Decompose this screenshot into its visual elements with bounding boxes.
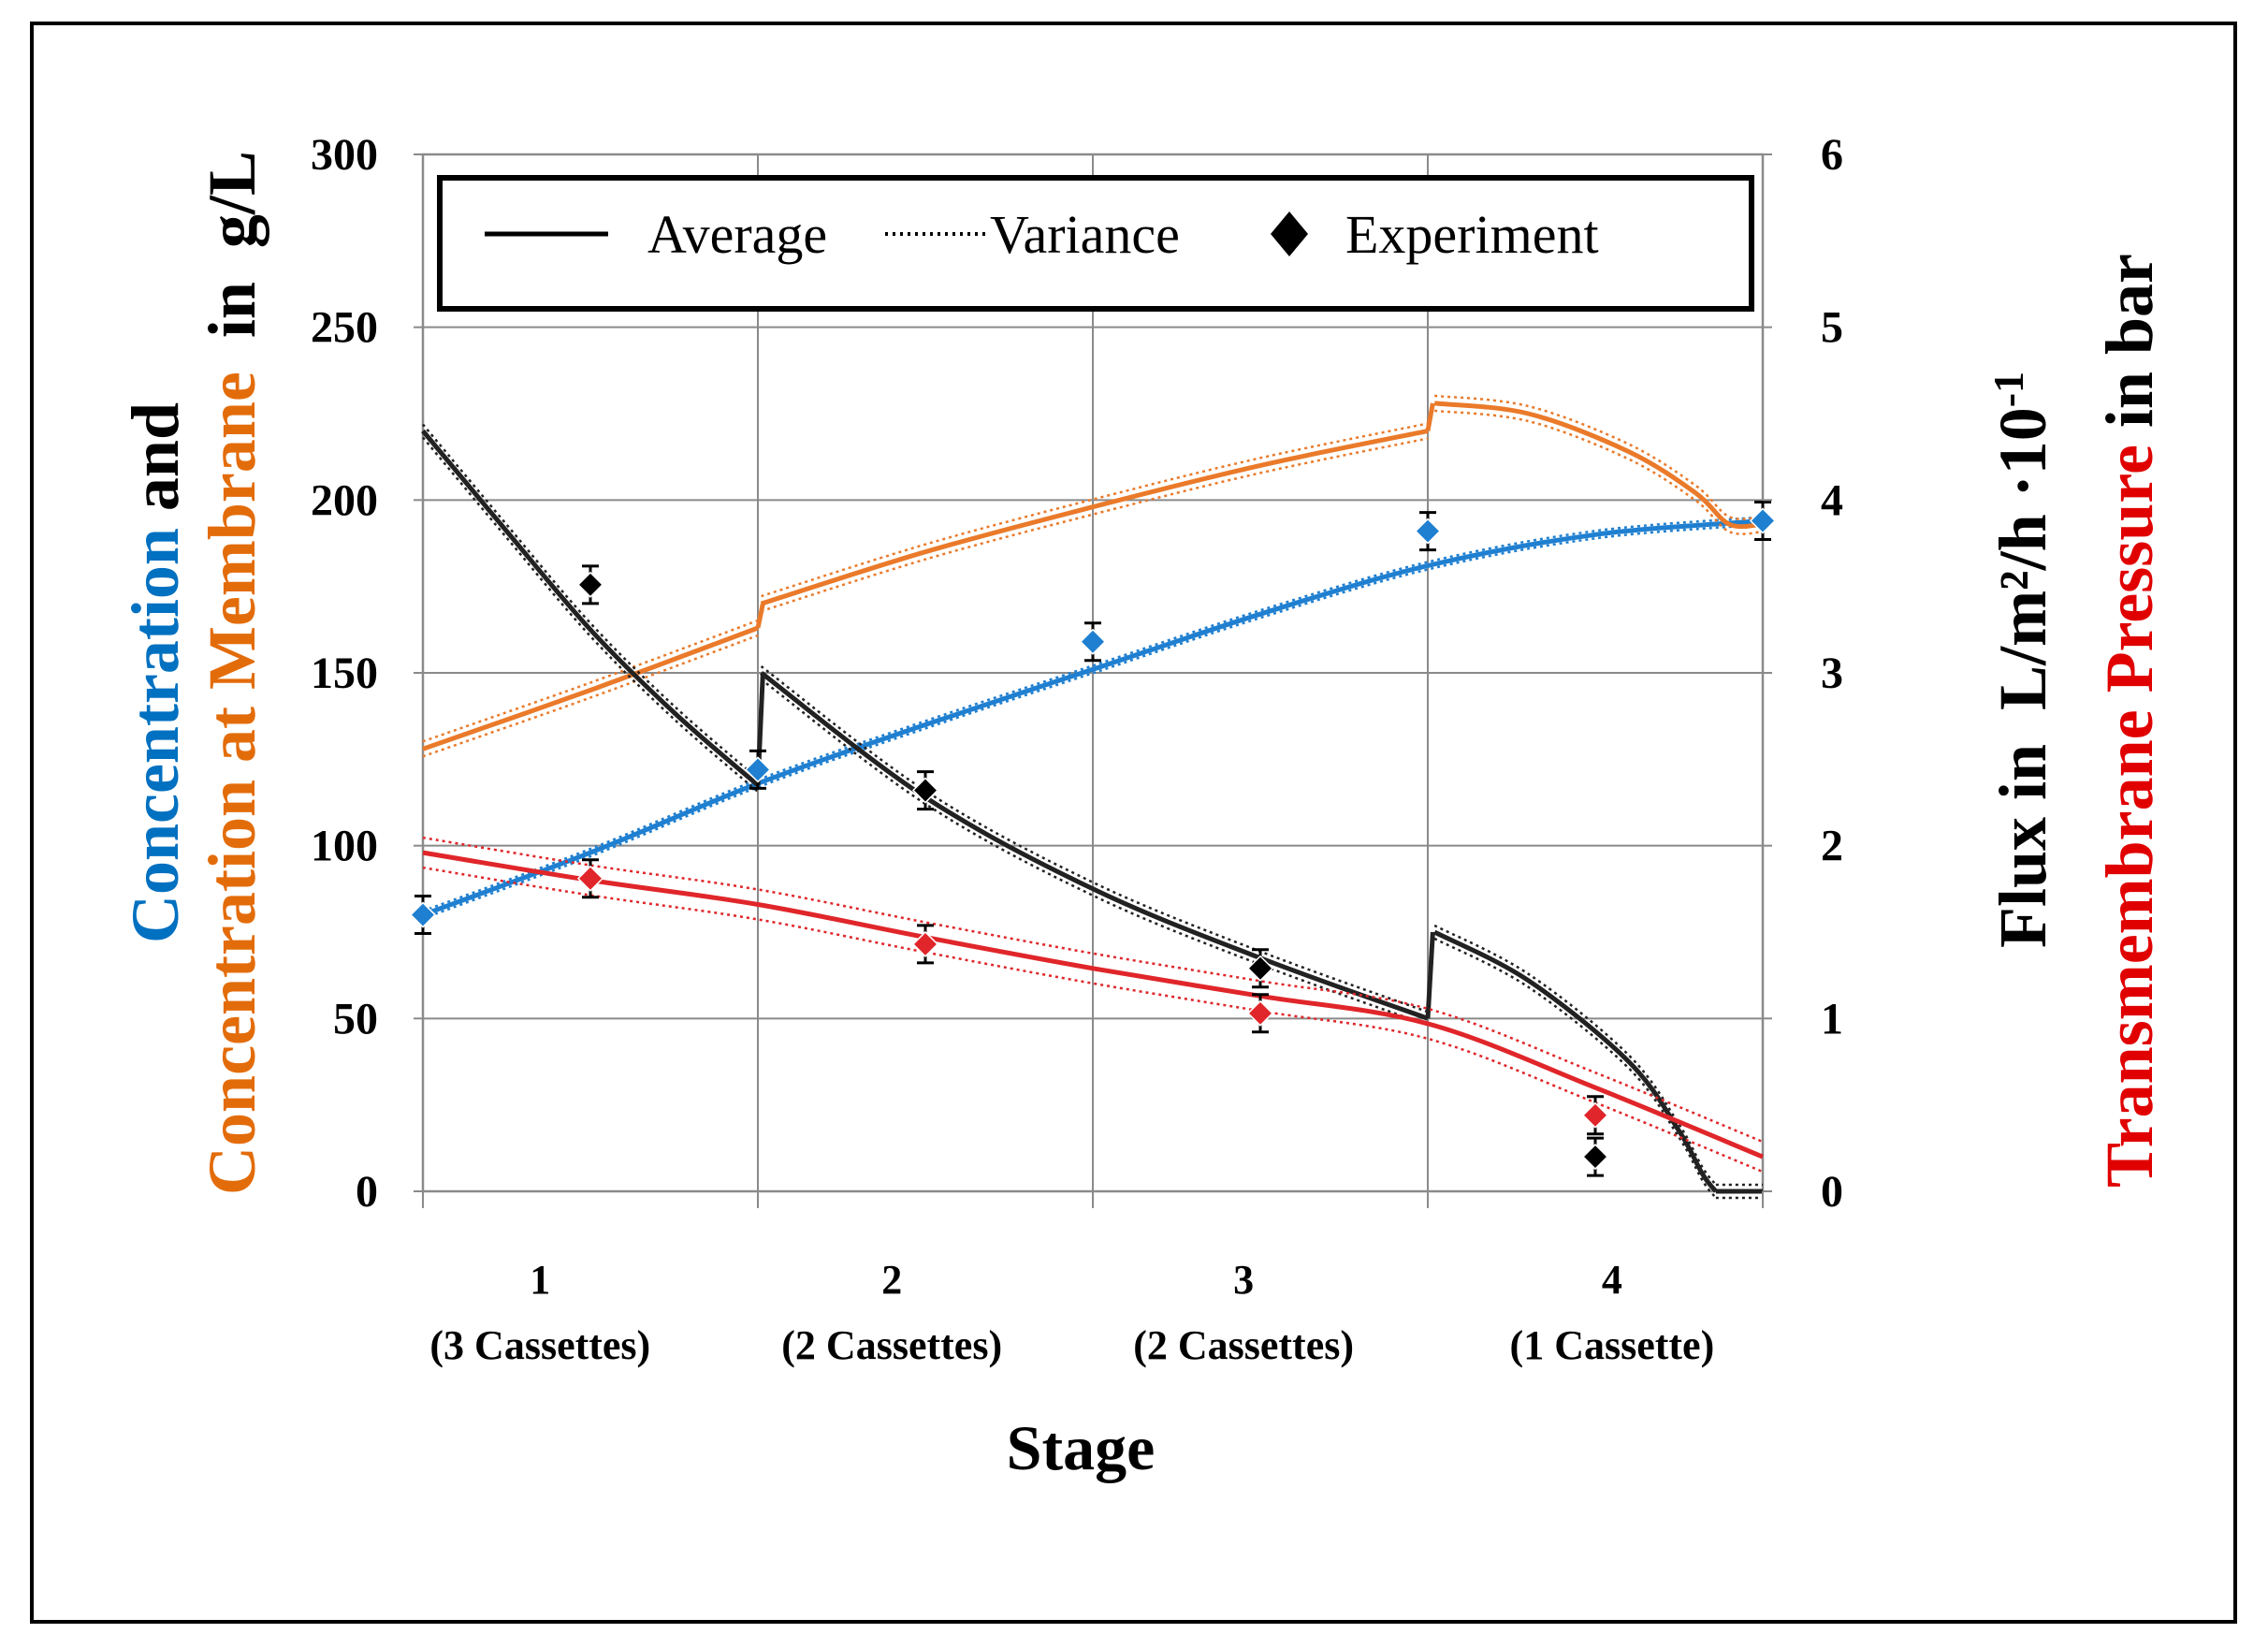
experiment-tmp-marker — [1246, 999, 1274, 1027]
experiment-flux-marker — [911, 777, 939, 804]
legend-average-text: Average — [647, 204, 827, 265]
experiment-tmp-marker — [911, 930, 939, 957]
legend-experiment-text: Experiment — [1345, 204, 1599, 265]
y-right-tick-label: 4 — [1821, 475, 1843, 525]
axes-layer: 0 50 100 150 200 250 300 0 1 2 3 4 5 6 1 (3 Cassettes) 2… — [311, 130, 1843, 1368]
legend: Average Variance Experiment — [437, 175, 1754, 312]
markers-layer — [409, 500, 1777, 1177]
y-left-label-unit: in g/L — [195, 151, 269, 372]
membrane-average — [760, 429, 1429, 606]
legend-experiment-marker — [1271, 211, 1308, 256]
y-right-label-flux: Flux in L/m²/h ·10-1 — [1985, 372, 2060, 948]
flux-label-text: Flux in L/m²/h ·10 — [1985, 407, 2060, 948]
y-left-label-2: Concentration at Membrane in g/L — [195, 151, 269, 1195]
legend-variance-text: Variance — [990, 204, 1180, 265]
membrane-variance — [422, 619, 759, 743]
membrane-jump — [755, 603, 765, 629]
grid — [423, 154, 1763, 1191]
x-category-sublabel: (2 Cassettes) — [1133, 1322, 1354, 1368]
y-left-label-and: and — [118, 402, 193, 528]
y-left-tick-label: 250 — [311, 303, 378, 353]
svg-text:Transmembrane Pressure in bar: Transmembrane Pressure in bar — [2092, 254, 2167, 1188]
flux-jump — [1425, 931, 1435, 1019]
flux-variance — [1433, 924, 1717, 1186]
membrane-jump — [1425, 402, 1435, 431]
flux-label-sup: -1 — [1985, 372, 2032, 407]
experiment-flux-marker — [1581, 1144, 1609, 1171]
membrane-average — [422, 625, 759, 751]
x-axis-title: Stage — [1007, 1412, 1156, 1483]
y-left-tick-label: 100 — [311, 822, 378, 871]
experiment-concentration-marker — [1414, 518, 1442, 545]
tmp-average — [422, 850, 1764, 1159]
tmp-label-text: Transmembrane Pressure — [2092, 445, 2167, 1188]
membrane-variance — [761, 422, 1429, 598]
membrane-average — [1433, 401, 1764, 530]
y-left-tick-label: 50 — [333, 994, 378, 1043]
legend-box — [437, 175, 1754, 312]
y-left-tick-label: 0 — [356, 1167, 378, 1217]
y-left-tick-label: 300 — [311, 130, 378, 180]
experiment-tmp-marker — [576, 865, 604, 892]
x-category-label: 3 — [1233, 1257, 1254, 1303]
y-right-tick-label: 3 — [1821, 649, 1843, 698]
y-right-tick-label: 2 — [1821, 822, 1843, 871]
y-left-label-concentration: Concentration — [118, 528, 193, 943]
svg-text:Flux in L/m²/h ·10-1: Flux in L/m²/h ·10-1 — [1985, 372, 2060, 948]
y-right-tick-label: 6 — [1821, 130, 1843, 180]
svg-text:Concentration and: Concentration and — [118, 402, 193, 943]
series-layer — [421, 394, 1764, 1200]
concentration-average — [422, 518, 1764, 917]
experiment-concentration-marker — [1749, 507, 1777, 534]
x-category-sublabel: (2 Cassettes) — [781, 1322, 1002, 1368]
flux-average — [421, 429, 760, 787]
svg-text:Concentration at Membrane in: Concentration at Membrane in g/L — [195, 151, 269, 1195]
experiment-concentration-marker — [1079, 628, 1107, 655]
membrane-variance — [761, 437, 1429, 613]
membrane-variance — [422, 634, 759, 758]
x-category-label: 1 — [530, 1257, 550, 1303]
experiment-flux-marker — [576, 571, 604, 598]
flux-average — [760, 671, 1429, 1021]
flux-variance — [1433, 937, 1717, 1199]
y-left-label-membrane: Concentration at Membrane — [195, 372, 269, 1195]
y-left-label: Concentration and — [118, 402, 193, 943]
x-category-label: 4 — [1602, 1257, 1622, 1303]
y-right-tick-label: 5 — [1821, 303, 1843, 353]
y-right-tick-label: 1 — [1821, 994, 1843, 1043]
experiment-flux-marker — [1246, 955, 1274, 982]
y-right-tick-label: 0 — [1821, 1167, 1843, 1217]
y-left-tick-label: 200 — [311, 475, 378, 525]
flux-average — [1433, 929, 1718, 1193]
y-right-label-tmp: Transmembrane Pressure in bar — [2092, 254, 2167, 1188]
x-category-label: 2 — [881, 1257, 902, 1303]
experiment-concentration-marker — [409, 901, 437, 928]
x-category-sublabel: (3 Cassettes) — [429, 1322, 650, 1368]
tmp-label-unit: in bar — [2092, 254, 2167, 445]
experiment-tmp-marker — [1581, 1101, 1609, 1129]
experiment-concentration-marker — [744, 756, 772, 783]
y-left-tick-label: 150 — [311, 649, 378, 698]
x-category-sublabel: (1 Cassette) — [1510, 1322, 1715, 1368]
